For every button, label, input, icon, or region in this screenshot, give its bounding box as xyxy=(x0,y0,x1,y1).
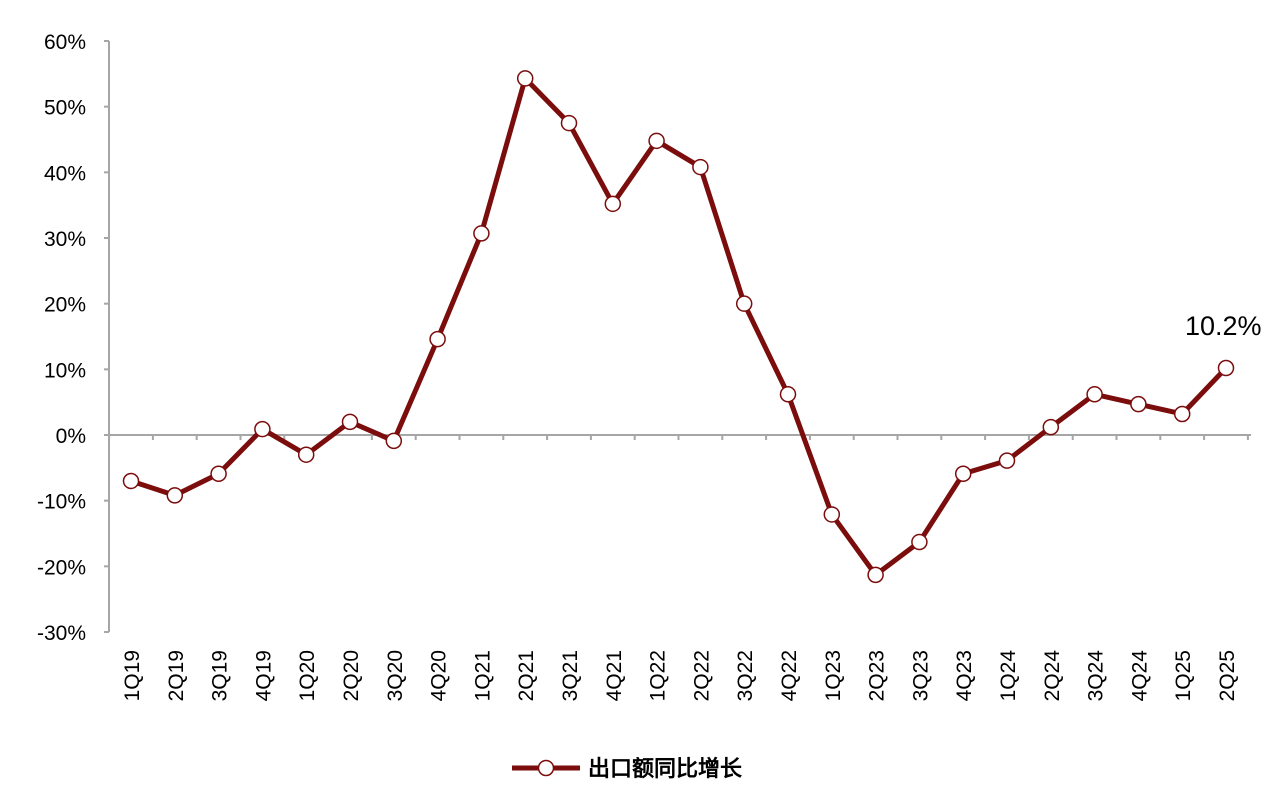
x-tick-label: 1Q22 xyxy=(647,650,670,701)
x-tick-label: 3Q22 xyxy=(734,650,757,701)
x-tick-label: 4Q24 xyxy=(1128,650,1151,702)
data-point xyxy=(867,566,884,584)
x-tick-label: 1Q24 xyxy=(997,650,1020,702)
x-tick-label: 2Q23 xyxy=(866,650,889,701)
x-tick-label: 4Q22 xyxy=(778,650,801,701)
data-point xyxy=(516,70,534,87)
data-point xyxy=(560,114,578,132)
y-tick-label: 40% xyxy=(44,162,86,185)
x-tick-label: 2Q24 xyxy=(1041,650,1064,702)
data-point xyxy=(1217,359,1235,377)
data-point xyxy=(735,295,753,312)
x-tick-label: 2Q20 xyxy=(340,650,363,701)
x-tick-label: 4Q19 xyxy=(252,650,275,701)
data-point xyxy=(429,330,446,348)
x-tick-label: 3Q19 xyxy=(209,650,232,701)
x-tick-label: 3Q24 xyxy=(1085,650,1108,702)
x-tick-label: 2Q22 xyxy=(690,650,713,701)
series-group xyxy=(122,70,1235,584)
x-tick-label: 1Q21 xyxy=(471,650,494,701)
data-point xyxy=(998,452,1016,469)
y-tick-label: 50% xyxy=(44,97,86,120)
y-tick-label: 20% xyxy=(44,294,86,317)
data-point xyxy=(473,225,490,242)
x-tick-label: 2Q25 xyxy=(1216,650,1239,701)
x-tick-label: 2Q19 xyxy=(165,650,188,701)
data-point xyxy=(166,487,184,504)
x-tick-label: 3Q20 xyxy=(384,650,407,701)
data-point xyxy=(692,158,709,176)
legend-label: 出口额同比增长 xyxy=(588,756,743,782)
data-point xyxy=(385,432,403,450)
data-point xyxy=(1086,386,1103,403)
y-tick-label: -20% xyxy=(37,556,86,579)
y-tick-label: -10% xyxy=(37,491,86,514)
annotations: 10.2% xyxy=(1185,311,1262,341)
x-tick-label: 1Q23 xyxy=(822,650,845,701)
x-tick-label: 3Q23 xyxy=(909,650,932,701)
legend: 出口额同比增长 xyxy=(512,756,743,782)
data-point xyxy=(122,472,140,490)
data-point xyxy=(254,420,271,438)
data-point xyxy=(604,195,622,213)
data-annotation: 10.2% xyxy=(1185,311,1262,341)
data-point xyxy=(911,533,928,551)
data-point xyxy=(954,465,972,482)
data-point xyxy=(297,446,315,463)
y-tick-label: 0% xyxy=(56,425,86,448)
data-point xyxy=(210,465,227,482)
x-tick-label: 3Q21 xyxy=(559,650,582,701)
x-tick-label: 4Q20 xyxy=(428,650,451,701)
legend-marker-swatch xyxy=(537,759,555,777)
data-point xyxy=(1173,405,1191,423)
x-tick-label: 1Q25 xyxy=(1172,650,1195,701)
data-point xyxy=(823,506,841,523)
series-line xyxy=(130,75,1228,578)
x-tick-label: 1Q19 xyxy=(121,650,144,701)
x-axis: 1Q19 2Q19 3Q19 4Q19 1Q20 2Q20 3Q20 4Q20 1Q21 2Q21… xyxy=(108,434,1251,702)
y-tick-label: 60% xyxy=(44,31,86,54)
x-tick-label: 4Q23 xyxy=(953,650,976,701)
y-tick-label: 30% xyxy=(44,228,86,251)
y-axis: -30% -20% -10% 0% 10% 20% 30% 40% 50% 60% xyxy=(37,31,110,645)
x-tick-label: 4Q21 xyxy=(603,650,626,701)
y-tick-label: 10% xyxy=(44,359,86,382)
data-point xyxy=(1042,418,1060,436)
data-point xyxy=(1130,395,1147,413)
data-point xyxy=(648,132,665,150)
y-tick-label: -30% xyxy=(37,622,86,645)
x-tick-label: 1Q20 xyxy=(296,650,319,701)
x-tick-label: 2Q21 xyxy=(515,650,538,701)
data-point xyxy=(779,386,797,403)
data-point xyxy=(341,413,359,431)
